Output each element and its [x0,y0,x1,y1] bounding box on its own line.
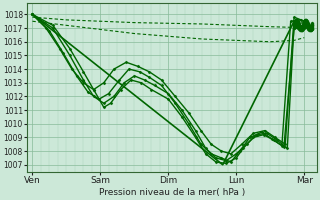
X-axis label: Pression niveau de la mer( hPa ): Pression niveau de la mer( hPa ) [99,188,245,197]
